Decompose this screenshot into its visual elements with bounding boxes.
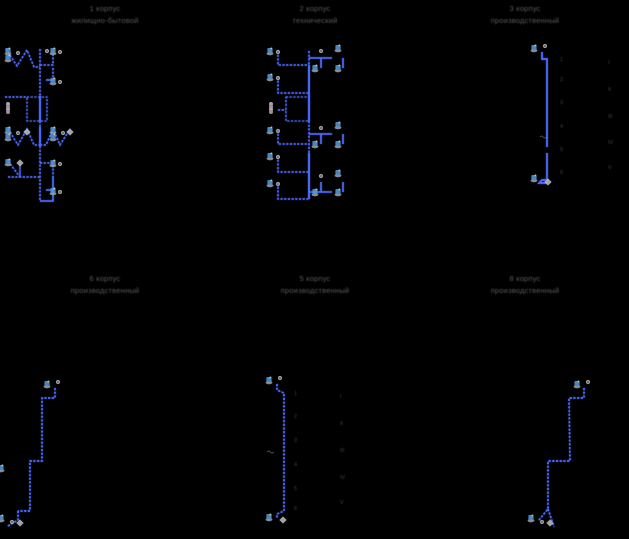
svg-text:1: 1 (294, 391, 297, 397)
svg-text:5: 5 (294, 486, 297, 492)
svg-text:IV: IV (608, 140, 613, 146)
svg-text:I: I (340, 394, 342, 400)
svg-text:6: 6 (560, 170, 563, 176)
svg-text:IV: IV (340, 475, 345, 481)
svg-text:III: III (340, 448, 345, 454)
svg-text:6: 6 (294, 506, 297, 512)
svg-text:3: 3 (294, 438, 297, 444)
svg-text:II: II (608, 87, 611, 93)
svg-text:2: 2 (560, 77, 563, 83)
svg-text:4: 4 (294, 462, 297, 468)
svg-text:1: 1 (560, 57, 563, 63)
svg-text:II: II (340, 421, 343, 427)
svg-text:I: I (608, 60, 610, 66)
svg-text:2: 2 (294, 414, 297, 420)
svg-text:5: 5 (560, 147, 563, 153)
svg-text:V: V (340, 500, 344, 506)
svg-text:3: 3 (560, 100, 563, 106)
svg-text:V: V (608, 165, 612, 171)
svg-text:III: III (608, 114, 613, 120)
svg-text:4: 4 (560, 124, 563, 130)
